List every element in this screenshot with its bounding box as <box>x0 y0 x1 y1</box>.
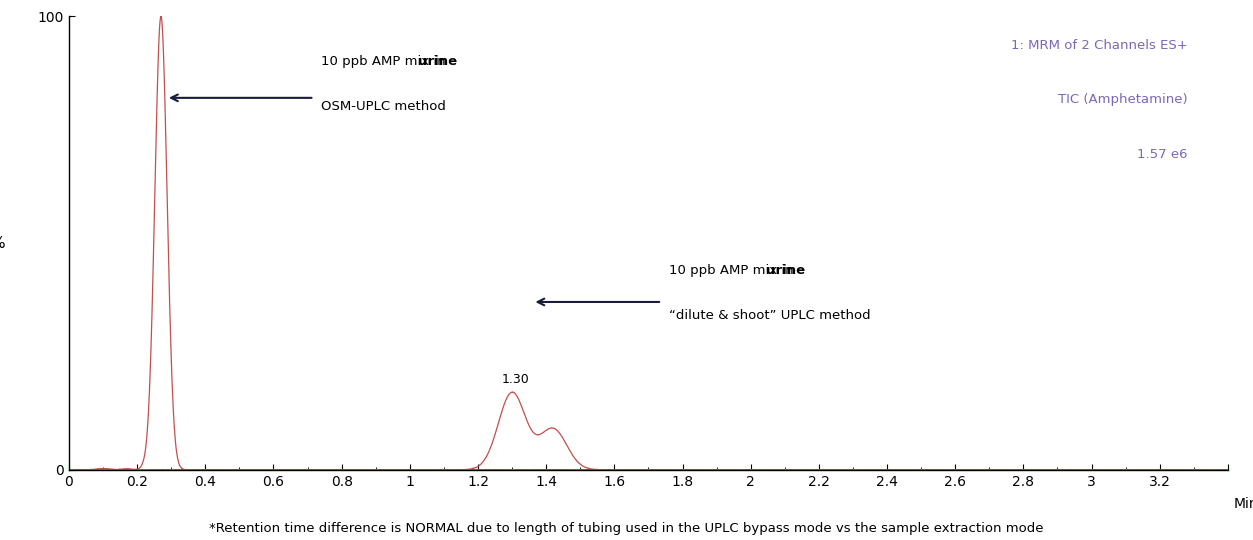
Text: Min: Min <box>1234 497 1253 511</box>
Text: *Retention time difference is NORMAL due to length of tubing used in the UPLC by: *Retention time difference is NORMAL due… <box>209 522 1044 535</box>
Text: 10 ppb AMP mix in: 10 ppb AMP mix in <box>321 55 450 68</box>
Text: %: % <box>0 235 5 251</box>
Text: urine: urine <box>419 55 457 68</box>
Text: urine: urine <box>766 264 806 276</box>
Text: “dilute & shoot” UPLC method: “dilute & shoot” UPLC method <box>669 309 871 322</box>
Text: TIC (Amphetamine): TIC (Amphetamine) <box>1058 93 1188 106</box>
Text: OSM-UPLC method: OSM-UPLC method <box>321 100 446 113</box>
Text: 1: MRM of 2 Channels ES+: 1: MRM of 2 Channels ES+ <box>1011 39 1188 52</box>
Text: 1.57 e6: 1.57 e6 <box>1136 148 1188 161</box>
Text: 1.30: 1.30 <box>501 373 529 386</box>
Text: 10 ppb AMP mix in: 10 ppb AMP mix in <box>669 264 798 276</box>
